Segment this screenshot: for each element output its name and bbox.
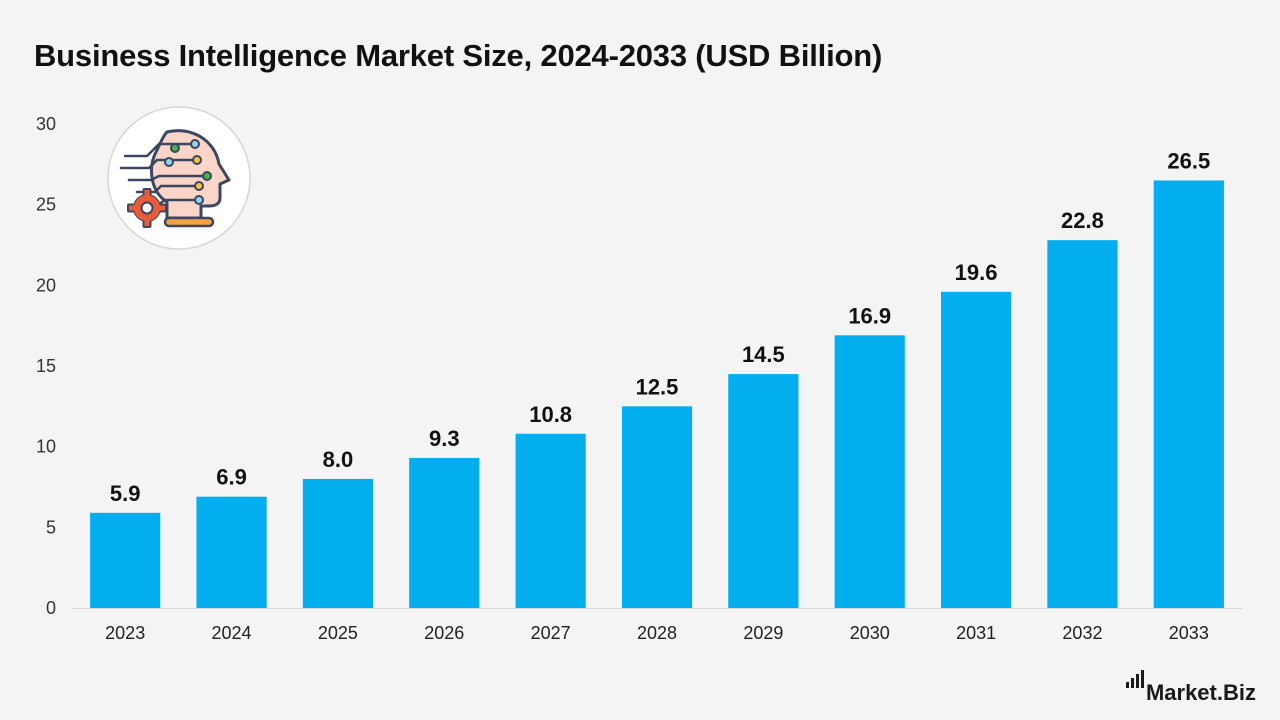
bar-2024 — [196, 496, 267, 608]
bar-2027 — [515, 433, 586, 608]
data-label: 26.5 — [1167, 148, 1210, 173]
bars: 5.9 6.9 8.0 9.3 10.8 12.5 14.5 16.9 19.6 22.8 26.5 — [90, 148, 1224, 608]
bar-2032 — [1047, 240, 1118, 608]
x-axis: 2023 2024 2025 2026 2027 2028 2029 2030 2031 2032… — [105, 623, 1209, 643]
data-label: 14.5 — [742, 342, 785, 367]
bar-2023 — [90, 512, 161, 608]
chart-title: Business Intelligence Market Size, 2024-… — [34, 38, 883, 73]
data-label: 10.8 — [529, 402, 572, 427]
data-label: 19.6 — [955, 260, 998, 285]
x-tick-label: 2030 — [850, 623, 890, 643]
bar-2033 — [1153, 180, 1224, 608]
x-tick-label: 2026 — [424, 623, 464, 643]
x-tick-label: 2031 — [956, 623, 996, 643]
x-tick-label: 2025 — [318, 623, 358, 643]
data-label: 12.5 — [636, 374, 679, 399]
data-label: 8.0 — [323, 447, 354, 472]
bar-chart-icon — [1125, 670, 1144, 688]
bar-2031 — [940, 291, 1012, 608]
bar-2025 — [302, 478, 374, 608]
y-tick-label: 5 — [46, 517, 56, 537]
y-tick-label: 0 — [46, 598, 56, 618]
brand-name: Market.Biz — [1145, 680, 1256, 705]
data-label: 6.9 — [216, 465, 247, 490]
x-tick-label: 2028 — [637, 623, 677, 643]
y-tick-label: 15 — [36, 356, 56, 376]
y-tick-label: 25 — [36, 195, 56, 215]
bar-2029 — [728, 374, 799, 608]
x-tick-label: 2027 — [531, 623, 571, 643]
x-tick-label: 2029 — [743, 623, 783, 643]
x-tick-label: 2033 — [1169, 623, 1209, 643]
bar-2026 — [409, 457, 480, 608]
x-tick-label: 2023 — [105, 623, 145, 643]
x-tick-label: 2032 — [1062, 623, 1102, 643]
data-label: 16.9 — [848, 303, 891, 328]
y-tick-label: 10 — [36, 437, 56, 457]
data-label: 5.9 — [110, 481, 141, 506]
x-tick-label: 2024 — [212, 623, 252, 643]
ai-head-gear-icon — [107, 106, 251, 250]
y-axis: 0 5 10 15 20 25 30 — [36, 114, 56, 618]
y-tick-label: 30 — [36, 114, 56, 134]
y-tick-label: 20 — [36, 275, 56, 295]
bar-2030 — [834, 335, 905, 608]
data-label: 9.3 — [429, 426, 460, 451]
bar-2028 — [621, 406, 693, 608]
data-label: 22.8 — [1061, 208, 1104, 233]
brand-logo: Market.Biz — [1125, 670, 1256, 706]
